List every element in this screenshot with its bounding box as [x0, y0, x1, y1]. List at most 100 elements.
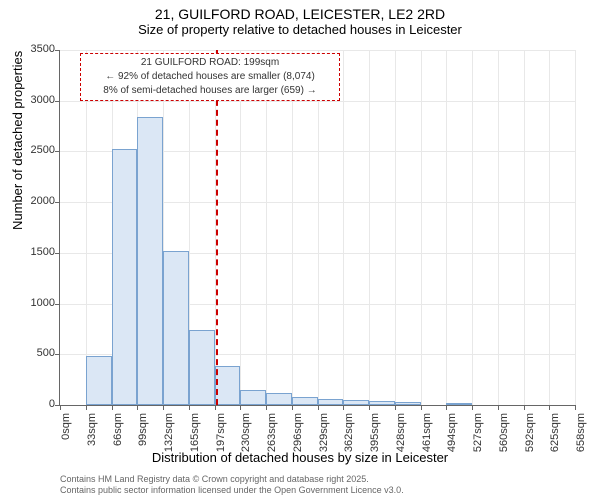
y-tick [55, 50, 60, 51]
x-tick-label: 625sqm [549, 413, 561, 455]
x-tick-label: 329sqm [318, 413, 330, 455]
chart-subtitle: Size of property relative to detached ho… [0, 22, 600, 37]
histogram-bar [240, 390, 266, 405]
histogram-bar [86, 356, 112, 405]
y-tick [55, 151, 60, 152]
plot-area [60, 50, 575, 405]
x-tick-label: 66sqm [112, 413, 124, 455]
gridline-v [240, 50, 241, 405]
x-tick [137, 405, 138, 410]
x-tick [163, 405, 164, 410]
gridline-v [395, 50, 396, 405]
y-tick-label: 1500 [15, 246, 55, 258]
attribution-line-1: Contains HM Land Registry data © Crown c… [60, 474, 404, 486]
y-tick-label: 2500 [15, 144, 55, 156]
histogram-bar [112, 149, 138, 405]
chart-title: 21, GUILFORD ROAD, LEICESTER, LE2 2RD [0, 0, 600, 22]
x-tick [524, 405, 525, 410]
x-tick [498, 405, 499, 410]
y-tick-label: 2000 [15, 195, 55, 207]
x-tick-label: 527sqm [472, 413, 484, 455]
y-tick [55, 354, 60, 355]
x-tick [215, 405, 216, 410]
x-tick [343, 405, 344, 410]
gridline-v [266, 50, 267, 405]
gridline-v [343, 50, 344, 405]
x-tick-label: 296sqm [292, 413, 304, 455]
y-tick [55, 253, 60, 254]
attribution-text: Contains HM Land Registry data © Crown c… [60, 474, 404, 497]
x-tick-label: 197sqm [215, 413, 227, 455]
x-tick-label: 99sqm [137, 413, 149, 455]
histogram-bar [266, 393, 292, 405]
gridline-v [472, 50, 473, 405]
x-tick [86, 405, 87, 410]
gridline-v [524, 50, 525, 405]
gridline-v [575, 50, 576, 405]
histogram-bar [137, 117, 163, 405]
x-tick-label: 362sqm [343, 413, 355, 455]
x-tick-label: 395sqm [369, 413, 381, 455]
y-tick-label: 500 [15, 347, 55, 359]
gridline-v [421, 50, 422, 405]
gridline-v [498, 50, 499, 405]
gridline-v [549, 50, 550, 405]
callout-line-1: 21 GUILFORD ROAD: 199sqm [87, 56, 333, 70]
attribution-line-2: Contains public sector information licen… [60, 485, 404, 497]
histogram-bar [215, 366, 241, 405]
y-tick [55, 405, 60, 406]
gridline-v [369, 50, 370, 405]
callout-box: 21 GUILFORD ROAD: 199sqm← 92% of detache… [80, 53, 340, 101]
x-tick-label: 560sqm [498, 413, 510, 455]
x-tick [240, 405, 241, 410]
y-tick [55, 101, 60, 102]
y-tick [55, 202, 60, 203]
x-tick-label: 494sqm [446, 413, 458, 455]
x-tick [421, 405, 422, 410]
y-tick [55, 304, 60, 305]
y-tick-label: 3000 [15, 94, 55, 106]
x-tick-label: 33sqm [86, 413, 98, 455]
marker-line [216, 50, 218, 405]
callout-line-3: 8% of semi-detached houses are larger (6… [87, 84, 333, 98]
histogram-bar [189, 330, 215, 405]
gridline-v [446, 50, 447, 405]
x-tick [472, 405, 473, 410]
y-tick-label: 3500 [15, 43, 55, 55]
x-tick [395, 405, 396, 410]
gridline-h [60, 50, 575, 51]
gridline-v [318, 50, 319, 405]
x-tick-label: 165sqm [189, 413, 201, 455]
histogram-bar [163, 251, 189, 405]
x-tick-label: 592sqm [524, 413, 536, 455]
x-tick-label: 0sqm [60, 413, 72, 455]
histogram-bar [318, 399, 344, 405]
gridline-v [292, 50, 293, 405]
x-tick [189, 405, 190, 410]
x-tick [575, 405, 576, 410]
chart-container: 21, GUILFORD ROAD, LEICESTER, LE2 2RD Si… [0, 0, 600, 500]
histogram-bar [369, 401, 395, 405]
histogram-bar [395, 402, 421, 405]
x-tick-label: 132sqm [163, 413, 175, 455]
x-tick [446, 405, 447, 410]
histogram-bar [343, 400, 369, 405]
x-tick [60, 405, 61, 410]
y-tick-label: 1000 [15, 297, 55, 309]
gridline-v [86, 50, 87, 405]
x-tick-label: 658sqm [575, 413, 587, 455]
x-tick [266, 405, 267, 410]
y-axis-line [59, 50, 60, 405]
x-tick [318, 405, 319, 410]
x-tick-label: 263sqm [266, 413, 278, 455]
callout-line-2: ← 92% of detached houses are smaller (8,… [87, 70, 333, 84]
x-tick-label: 461sqm [421, 413, 433, 455]
y-tick-label: 0 [15, 398, 55, 410]
histogram-bar [292, 397, 318, 405]
x-tick [549, 405, 550, 410]
x-tick [292, 405, 293, 410]
x-tick-label: 230sqm [240, 413, 252, 455]
x-tick-label: 428sqm [395, 413, 407, 455]
histogram-bar [446, 403, 472, 405]
x-tick [112, 405, 113, 410]
